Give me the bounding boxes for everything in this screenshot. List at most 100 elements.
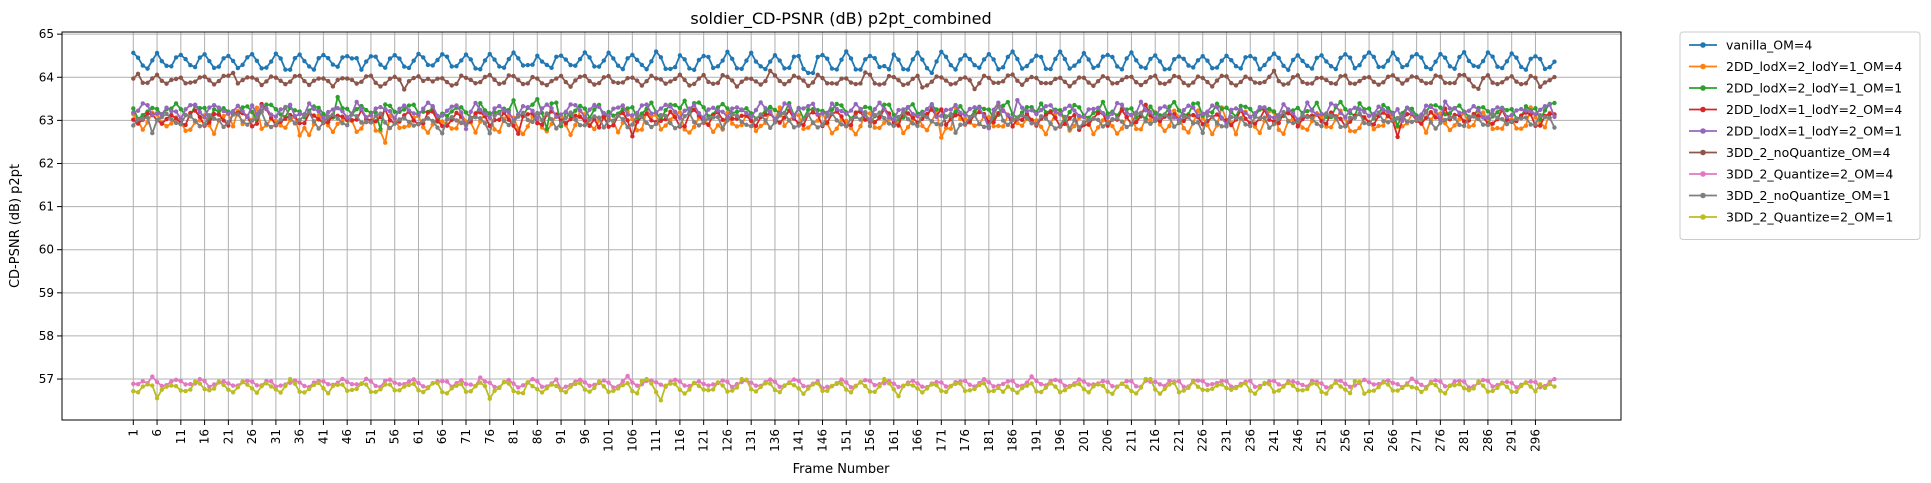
series-8-point-212: [1133, 111, 1139, 117]
legend-item-1[interactable]: vanilla_OM=4: [1689, 38, 1812, 53]
legend-label-2: 2DD_lodX=2_lodY=1_OM=4: [1726, 59, 1902, 74]
series-6-point-18: [211, 82, 217, 87]
series-6-point-292: [1514, 79, 1519, 84]
series-8-point-147: [825, 114, 830, 119]
series-1-point-206: [1105, 52, 1110, 58]
series-6-point-119: [691, 81, 697, 87]
series-6-point-151: [844, 76, 849, 81]
series-6-point-236: [1248, 76, 1253, 81]
series-1-point-4: [145, 66, 150, 71]
series-5-point-14: [192, 102, 198, 107]
series-5-point-17: [207, 105, 212, 110]
series-5-point-281: [1461, 110, 1467, 115]
series-5-point-152: [848, 108, 854, 113]
series-6-point-267: [1395, 77, 1400, 82]
series-5-point-96: [582, 115, 588, 120]
legend-item-7[interactable]: 3DD_2_Quantize=2_OM=4: [1689, 167, 1893, 182]
legend-item-6[interactable]: 3DD_2_noQuantize_OM=4: [1689, 145, 1891, 160]
series-7-point-5: [150, 374, 155, 379]
series-5-point-108: [639, 103, 645, 108]
series-6-point-86: [535, 76, 540, 81]
series-2-point-108: [639, 127, 645, 132]
series-6-point-230: [1219, 73, 1224, 79]
legend[interactable]: vanilla_OM=4 2DD_lodX=2_lodY=1_OM=4 2DD_lo…: [1679, 31, 1921, 240]
legend-swatch-marker-5: [1700, 128, 1706, 134]
series-4-point-274: [1428, 110, 1434, 115]
series-6-point-10: [173, 76, 179, 82]
series-1-point-166: [915, 50, 920, 55]
series-9-point-180: [981, 381, 987, 386]
legend-item-3[interactable]: 2DD_lodX=2_lodY=1_OM=1: [1689, 81, 1902, 96]
series-2-point-217: [1157, 122, 1163, 127]
legend-item-9[interactable]: 3DD_2_Quantize=2_OM=1: [1689, 210, 1893, 225]
series-5-point-125: [720, 109, 725, 115]
series-6-point-16: [202, 74, 207, 79]
series-1-point-20: [221, 56, 226, 61]
series-1-point-130: [744, 58, 749, 63]
series-4-point-147: [825, 120, 830, 125]
series-2-point-107: [634, 128, 640, 133]
series-9-point-104: [620, 382, 626, 388]
series-6-point-182: [991, 80, 996, 86]
series-2-point-153: [853, 132, 858, 137]
x-tick-label-126: 126: [720, 429, 734, 452]
series-9-point-155: [863, 383, 868, 389]
series-2-point-258: [1352, 129, 1358, 134]
series-5-point-172: [943, 107, 949, 113]
series-9-point-175: [958, 381, 963, 386]
series-6-point-202: [1086, 80, 1091, 85]
x-tick-label-166: 166: [911, 429, 925, 452]
legend-item-2[interactable]: 2DD_lodX=2_lodY=1_OM=4: [1689, 59, 1902, 74]
series-9-point-159: [882, 376, 887, 382]
series-7-point-117: [682, 383, 687, 388]
series-5-point-250: [1314, 112, 1320, 117]
series-8-point-123: [710, 115, 716, 120]
legend-item-8[interactable]: 3DD_2_noQuantize_OM=1: [1689, 188, 1891, 203]
series-3-point-106: [630, 105, 635, 110]
series-1-point-107: [634, 57, 640, 63]
series-8-point-130: [744, 122, 749, 128]
x-tick-label-261: 261: [1362, 429, 1376, 452]
series-6-point-72: [468, 77, 473, 83]
series-1-point-10: [173, 55, 179, 60]
series-1-point-87: [539, 59, 545, 64]
x-tick-label-256: 256: [1338, 429, 1352, 452]
series-7-point-216: [1153, 379, 1158, 384]
series-5-point-220: [1172, 115, 1177, 120]
series-6-point-47: [349, 77, 355, 83]
series-9-point-161: [891, 387, 896, 392]
series-9-point-239: [1262, 380, 1267, 386]
series-5-point-101: [606, 114, 611, 119]
series-6-point-85: [530, 74, 535, 80]
series-3-point-120: [696, 100, 702, 105]
series-2-point-188: [1019, 123, 1025, 128]
series-6-point-28: [259, 82, 264, 88]
legend-item-4[interactable]: 2DD_lodX=1_lodY=2_OM=4: [1689, 102, 1902, 117]
series-1-point-132: [753, 59, 759, 64]
series-1-point-247: [1300, 58, 1305, 64]
series-8-point-146: [820, 122, 825, 128]
x-tick-label-86: 86: [530, 429, 544, 444]
series-7-point-252: [1324, 385, 1329, 390]
series-9-point-49: [359, 381, 364, 386]
series-9-point-70: [459, 381, 464, 387]
series-1-point-136: [772, 53, 778, 58]
series-1-point-99: [596, 64, 602, 69]
legend-item-5[interactable]: 2DD_lodX=1_lodY=2_OM=1: [1689, 124, 1902, 139]
series-6-point-269: [1404, 77, 1410, 83]
series-2-point-225: [1195, 108, 1201, 113]
series-5-point-266: [1390, 112, 1396, 117]
series-7-point-261: [1366, 379, 1372, 385]
series-2-point-127: [729, 121, 735, 126]
series-5-point-111: [653, 110, 659, 115]
series-7-point-92: [563, 384, 569, 389]
series-5-point-251: [1319, 111, 1324, 117]
series-2-point-181: [986, 114, 992, 120]
series-3-point-6: [154, 106, 160, 112]
series-3-point-280: [1457, 103, 1462, 108]
series-8-point-148: [829, 111, 835, 116]
series-8-point-174: [953, 130, 958, 136]
series-9-point-173: [948, 384, 954, 389]
series-6-point-61: [416, 74, 421, 79]
series-6-point-275: [1433, 73, 1438, 78]
